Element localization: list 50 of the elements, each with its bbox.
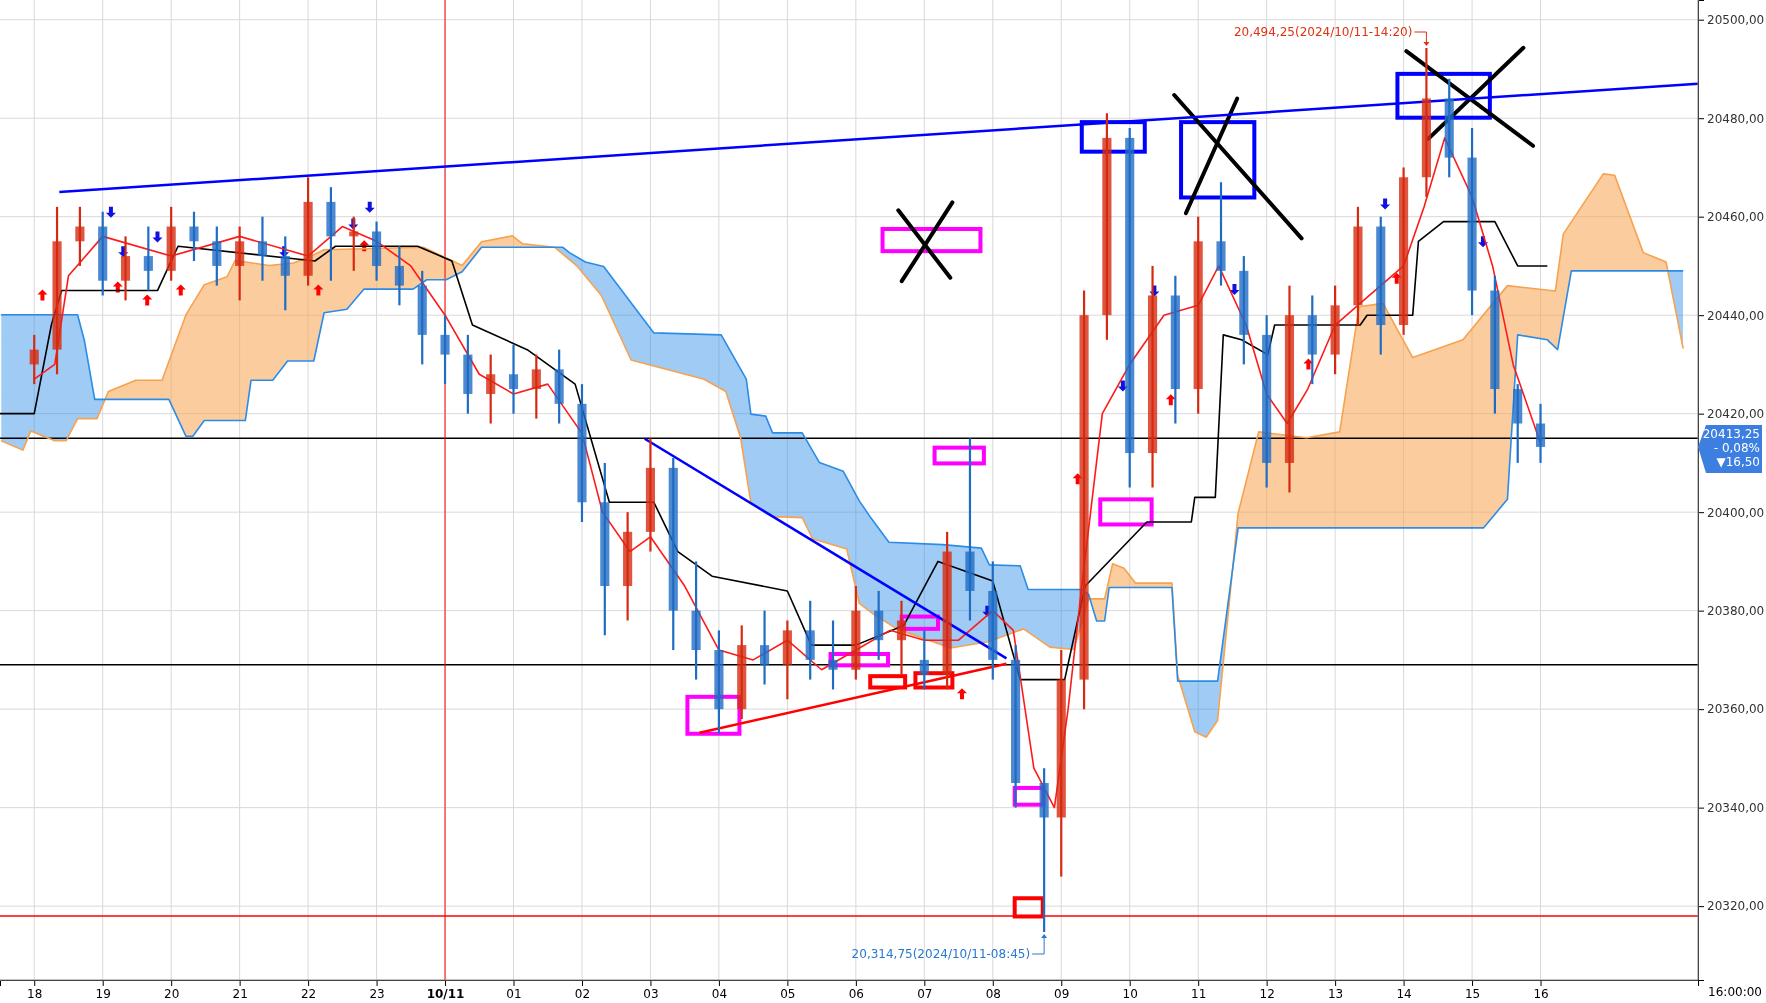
x-tick-label: 20 (164, 986, 180, 1001)
x-tick-label: 04 (711, 986, 728, 1001)
y-tick-label: 20500,00 (1707, 13, 1765, 28)
y-tick-label: 20420,00 (1707, 407, 1765, 422)
candlestick (896, 599, 907, 676)
text: 16:00:00 (1708, 985, 1762, 999)
candlestick (189, 210, 199, 263)
y-tick-label: 20380,00 (1707, 603, 1765, 618)
y-tick-label: 20440,00 (1707, 308, 1765, 323)
candlestick (486, 353, 496, 425)
y-tick-label: 20320,00 (1707, 899, 1765, 914)
candlestick (508, 343, 519, 415)
x-tick-label: 01 (506, 986, 522, 1001)
y-tick-label: 20480,00 (1707, 111, 1765, 126)
x-tick-label: 05 (780, 986, 796, 1001)
candlestick (394, 245, 404, 307)
candlestick (1535, 402, 1546, 465)
x-tick-label: 13 (1327, 986, 1344, 1001)
x-tick-label: 03 (643, 986, 659, 1001)
x-tick-label: 06 (848, 986, 864, 1001)
x-tick-label: 19 (95, 986, 111, 1001)
x-tick-label: 23 (369, 986, 385, 1001)
y-tick-label: 20340,00 (1707, 800, 1765, 815)
x-tick-label: 11 (1191, 986, 1207, 1001)
candlestick (828, 619, 838, 691)
candlestick (759, 609, 770, 686)
x-tick-label: 09 (1054, 986, 1070, 1001)
annotation: 20,314,75(2024/10/11-08:45) (851, 946, 1031, 961)
x-tick-label: 07 (917, 986, 933, 1001)
x-tick-label: 15 (1464, 986, 1481, 1001)
candlestick (919, 629, 929, 691)
candlestick (75, 205, 85, 268)
x-tick-label: 16 (1533, 986, 1549, 1001)
x-tick-label: 10 (1122, 986, 1138, 1001)
candlestick (257, 215, 268, 282)
x-tick-label: 02 (574, 986, 591, 1001)
x-tick-label: 08 (985, 986, 1001, 1001)
x-tick-label: 14 (1396, 986, 1412, 1001)
x-tick-label: 22 (300, 986, 317, 1001)
y-tick-label: 20400,00 (1707, 505, 1765, 520)
y-tick-label: 20460,00 (1707, 210, 1765, 225)
x-tick-label: 12 (1259, 986, 1275, 1001)
x-tick-label: 18 (27, 986, 43, 1001)
x-tick-label: 21 (232, 986, 248, 1001)
candlestick (531, 353, 541, 420)
y-tick-label: 20360,00 (1707, 702, 1765, 717)
annotation: 20,494,25(2024/10/11-14:20) (1233, 25, 1413, 40)
x-tick-label: 10/11 (426, 986, 465, 1001)
candlestick (440, 314, 450, 386)
candlestick (29, 333, 39, 386)
